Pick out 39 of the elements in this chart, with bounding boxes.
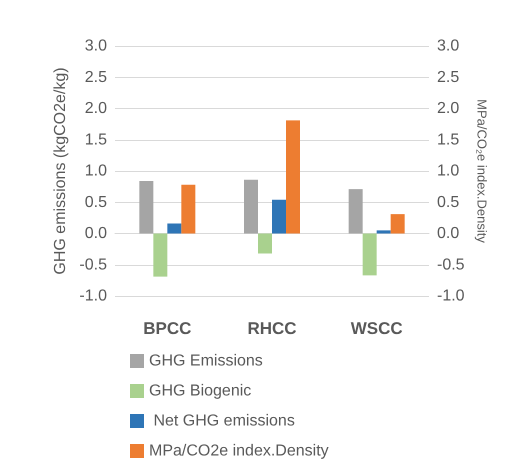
bar — [181, 184, 196, 234]
y2-tick-label: -0.5 — [437, 256, 465, 274]
x-tick-label: RHCC — [247, 319, 297, 338]
y-axis-title: GHG emissions (kgCO2e/kg) — [52, 67, 70, 275]
legend-label: GHG Biogenic — [149, 382, 252, 400]
y-tick-label: 1.5 — [84, 131, 108, 148]
x-tick-label: WSCC — [350, 319, 403, 338]
y2-axis-title: MPa/CO₂e index.Density — [474, 99, 490, 244]
bar — [362, 234, 377, 276]
y2-tick-label: 1.0 — [437, 162, 460, 180]
y2-tick-label: 0.0 — [437, 225, 460, 242]
bar — [244, 180, 258, 234]
y-tick-label: -1.0 — [79, 288, 108, 304]
y2-tick-label: 3.0 — [437, 38, 460, 54]
y-tick-label: 3.0 — [84, 38, 108, 54]
y2-tick-label: 1.5 — [437, 131, 460, 148]
bar — [272, 200, 286, 234]
y-tick-label: -0.5 — [79, 256, 108, 274]
y-tick-label: 2.5 — [84, 68, 108, 86]
x-tick-label: BPCC — [143, 319, 192, 338]
legend-label: GHG Emissions — [149, 352, 263, 370]
bar — [258, 234, 272, 254]
y2-tick-label: -1.0 — [437, 288, 465, 304]
y-tick-label: 1.0 — [84, 162, 108, 180]
bar — [139, 181, 154, 234]
y2-tick-label: 0.5 — [437, 194, 460, 211]
bar — [167, 224, 182, 234]
legend-label: MPa/CO2e index.Density — [149, 442, 329, 460]
bar — [376, 230, 391, 234]
y2-tick-label: 2.0 — [437, 100, 460, 117]
bar — [153, 234, 168, 277]
y-tick-label: 0.0 — [84, 225, 108, 242]
bar — [286, 120, 300, 234]
bar — [348, 189, 363, 234]
bar — [390, 214, 405, 234]
y-tick-label: 0.5 — [84, 194, 108, 211]
y2-tick-label: 2.5 — [437, 68, 460, 86]
legend-label: Net GHG emissions — [149, 412, 295, 430]
y-tick-label: 2.0 — [84, 100, 108, 117]
